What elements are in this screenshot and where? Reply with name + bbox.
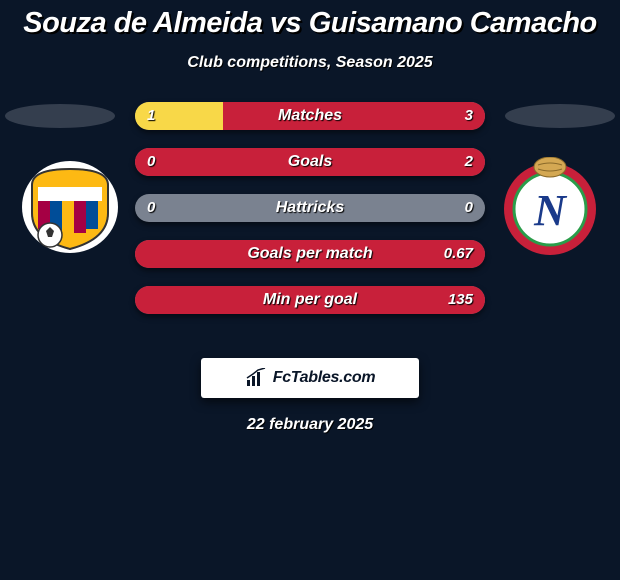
player-left-name: Souza de Almeida [23, 7, 262, 39]
stat-value-left: 0 [147, 194, 155, 222]
stats-area: N Matches13Goals02Hattricks00Goals per m… [0, 102, 620, 342]
stat-value-left: 0 [147, 148, 155, 176]
shadow-right [505, 104, 615, 128]
player-right-name: Guisamano Camacho [309, 7, 597, 39]
date-text: 22 february 2025 [0, 416, 620, 434]
stat-value-right: 3 [465, 102, 473, 130]
stat-label: Min per goal [135, 286, 485, 314]
stat-value-right: 135 [448, 286, 473, 314]
svg-text:N: N [533, 186, 568, 235]
stat-row: Matches1 3 [135, 102, 485, 130]
stat-label: Goals [135, 148, 485, 176]
el-nacional-icon: N [500, 157, 600, 257]
barcelona-sc-icon [20, 157, 120, 257]
stat-value-right: 0.67 [444, 240, 473, 268]
stat-row: Goals0 2 [135, 148, 485, 176]
page-title: Souza de Almeida vs Guisamano Camacho [0, 8, 620, 40]
stat-value-left: 1 [147, 102, 155, 130]
stat-row: Hattricks0 0 [135, 194, 485, 222]
stat-bars: Matches13Goals02Hattricks00Goals per mat… [135, 102, 485, 332]
subtitle: Club competitions, Season 2025 [0, 54, 620, 72]
brand-text: FcTables.com [273, 369, 376, 387]
crest-left [20, 157, 120, 257]
stat-label: Matches [135, 102, 485, 130]
stat-label: Hattricks [135, 194, 485, 222]
stat-row: Goals per match0.67 [135, 240, 485, 268]
stat-value-right: 0 [465, 194, 473, 222]
brand-box: FcTables.com [201, 358, 419, 398]
shadow-left [5, 104, 115, 128]
stat-value-right: 2 [465, 148, 473, 176]
stat-label: Goals per match [135, 240, 485, 268]
comparison-infographic: Souza de Almeida vs Guisamano Camacho Cl… [0, 0, 620, 434]
crest-right: N [500, 157, 600, 257]
stat-row: Min per goal135 [135, 286, 485, 314]
vs-text: vs [270, 7, 301, 39]
chart-icon [245, 368, 269, 388]
